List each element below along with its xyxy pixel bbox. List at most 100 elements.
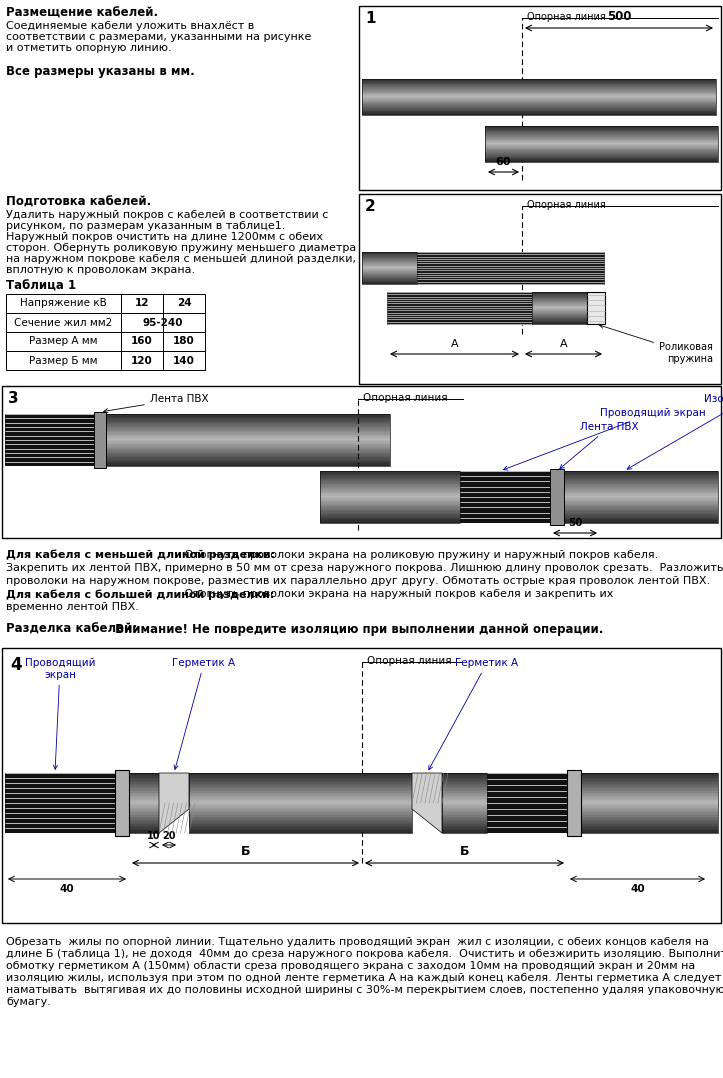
Bar (581, 791, 718, 792)
Text: Для кабеля с большей длиной разделки:: Для кабеля с большей длиной разделки: (6, 589, 274, 599)
Bar (320, 520, 460, 521)
Bar (442, 773, 487, 833)
Text: Опорная линия: Опорная линия (527, 201, 606, 210)
Text: A: A (560, 338, 568, 349)
Bar (189, 826, 412, 827)
Bar (581, 818, 718, 819)
Bar (581, 777, 718, 779)
Text: Опорная линия: Опорная линия (367, 657, 452, 666)
Bar (362, 252, 417, 284)
Bar (129, 819, 159, 821)
Bar (106, 460, 390, 462)
Text: 1: 1 (365, 11, 375, 26)
Bar (581, 782, 718, 784)
Bar (320, 501, 460, 502)
Text: Соединяемые кабели уложить внахлёст в: Соединяемые кабели уложить внахлёст в (6, 20, 254, 31)
Bar (106, 462, 390, 464)
Text: Обрезать  жилы по опорной линии. Тщательно удалить проводящий экран  жил с изоля: Обрезать жилы по опорной линии. Тщательн… (6, 937, 709, 946)
Bar (320, 472, 460, 473)
Bar (189, 797, 412, 799)
Bar (387, 292, 532, 324)
Bar (189, 800, 412, 802)
Bar (129, 829, 159, 830)
Text: Сечение жил мм2: Сечение жил мм2 (14, 318, 113, 328)
Bar (320, 479, 460, 480)
Bar (320, 493, 460, 495)
Text: и отметить опорную линию.: и отметить опорную линию. (6, 43, 171, 53)
Bar (129, 792, 159, 794)
Bar (320, 508, 460, 509)
Bar (442, 807, 487, 808)
Bar (550, 469, 564, 525)
Bar (189, 830, 412, 831)
Bar (320, 510, 460, 511)
Bar (442, 816, 487, 818)
Bar (417, 252, 604, 284)
Bar (581, 802, 718, 803)
Bar (106, 451, 390, 452)
Bar (564, 496, 718, 497)
Bar (485, 126, 718, 162)
Bar (189, 792, 412, 794)
Text: Размер А мм: Размер А мм (29, 336, 98, 346)
Bar (442, 799, 487, 800)
Bar (320, 471, 460, 472)
Bar (359, 194, 721, 384)
Bar (320, 506, 460, 508)
Bar (6, 332, 205, 351)
Bar (320, 497, 460, 498)
Text: Напряжение кВ: Напряжение кВ (20, 299, 107, 308)
Text: Наружный
покров: Наружный покров (722, 792, 723, 814)
Bar (564, 492, 718, 493)
Bar (581, 806, 718, 807)
Bar (129, 816, 159, 818)
Bar (129, 777, 159, 779)
Bar (581, 803, 718, 804)
Bar (129, 780, 159, 782)
Bar (106, 454, 390, 456)
Bar (106, 433, 390, 434)
Bar (115, 770, 129, 837)
Bar (564, 505, 718, 506)
Bar (320, 498, 460, 499)
Bar (581, 799, 718, 800)
Text: Таблица 1: Таблица 1 (6, 280, 76, 293)
Bar (442, 806, 487, 807)
Bar (442, 831, 487, 833)
Bar (442, 815, 487, 816)
Bar (442, 802, 487, 803)
Bar (189, 816, 412, 818)
Bar (189, 802, 412, 803)
Bar (189, 815, 412, 816)
Text: сторон. Обернуть роликовую пружину меньшего диаметра: сторон. Обернуть роликовую пружину меньш… (6, 243, 356, 253)
Text: Внимание! Не повредите изоляцию при выполнении данной операции.: Внимание! Не повредите изоляцию при выпо… (111, 623, 604, 636)
Bar (442, 818, 487, 819)
Text: Герметик А: Герметик А (173, 658, 236, 770)
Bar (320, 492, 460, 493)
Bar (189, 789, 412, 791)
Bar (587, 292, 605, 324)
Bar (320, 480, 460, 482)
Bar (106, 420, 390, 421)
Bar (581, 814, 718, 815)
Text: Удалить наружный покров с кабелей в соответствии с: Удалить наружный покров с кабелей в соот… (6, 210, 328, 220)
Bar (129, 789, 159, 791)
Bar (442, 785, 487, 787)
Bar (581, 796, 718, 797)
Bar (442, 829, 487, 830)
Text: Отогнуть проволоки экрана на наружный покров кабеля и закрепить их: Отогнуть проволоки экрана на наружный по… (181, 589, 613, 599)
Text: 24: 24 (176, 299, 192, 308)
Bar (189, 776, 412, 777)
Bar (442, 796, 487, 797)
Bar (442, 830, 487, 831)
Bar (6, 313, 205, 332)
Bar (442, 812, 487, 814)
Bar (581, 815, 718, 816)
Bar (106, 434, 390, 437)
Bar (564, 513, 718, 514)
Bar (442, 792, 487, 794)
Bar (189, 779, 412, 780)
Text: 140: 140 (173, 356, 195, 365)
Bar (581, 787, 718, 788)
Bar (320, 515, 460, 516)
